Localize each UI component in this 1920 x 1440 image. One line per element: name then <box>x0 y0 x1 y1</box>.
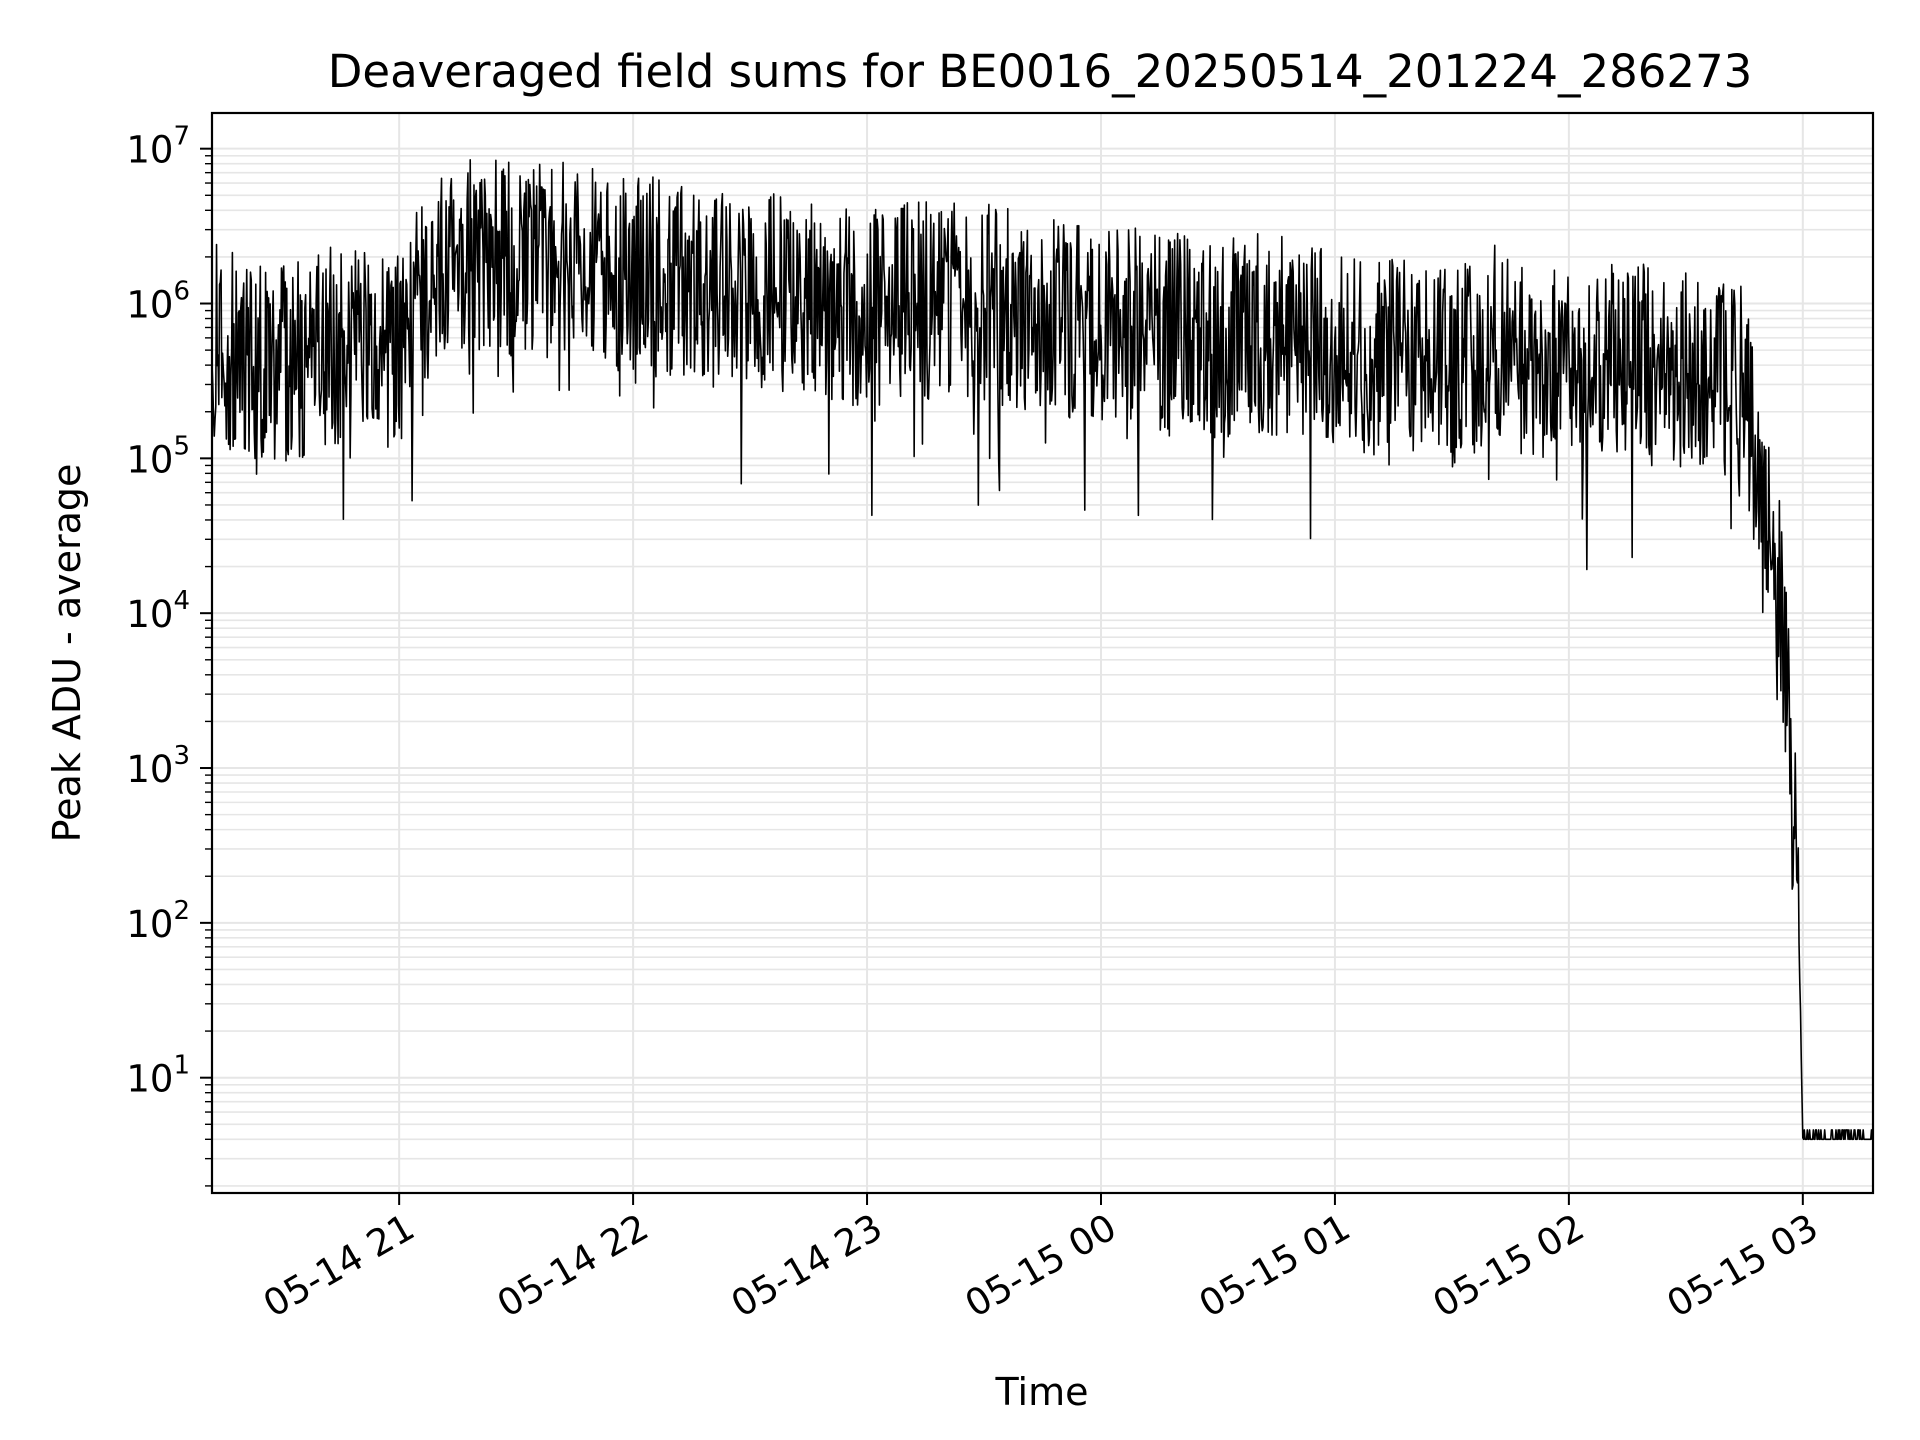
x-tick-label: 05-15 02 <box>1426 1206 1592 1326</box>
chart-title: Deaveraged field sums for BE0016_2025051… <box>328 45 1753 98</box>
x-tick-label: 05-14 23 <box>724 1206 890 1326</box>
series-line <box>211 159 1874 1141</box>
x-tick-label: 05-14 21 <box>256 1206 422 1326</box>
y-axis-label: Peak ADU - average <box>45 464 89 843</box>
x-tick-label: 05-15 00 <box>958 1206 1124 1326</box>
x-tick-label: 05-14 22 <box>490 1206 656 1326</box>
y-tick-label: 106 <box>126 277 190 327</box>
y-axis: 101 102 103 104 105 106 107 <box>126 122 212 1187</box>
y-tick-label: 104 <box>126 586 190 636</box>
x-axis-label: Time <box>995 1370 1089 1414</box>
x-tick-label: 05-15 01 <box>1192 1206 1358 1326</box>
x-tick-label: 05-15 03 <box>1660 1206 1826 1326</box>
y-tick-label: 107 <box>126 122 190 172</box>
y-tick-label: 101 <box>126 1051 190 1101</box>
y-tick-label: 103 <box>126 741 190 791</box>
x-axis: 05-14 21 05-14 22 05-14 23 05-15 00 05-15 01… <box>256 1193 1825 1326</box>
y-tick-label: 102 <box>126 896 190 946</box>
plot-frame <box>210 111 1875 1195</box>
y-tick-label: 105 <box>126 431 190 481</box>
line-layer <box>211 159 1874 1141</box>
